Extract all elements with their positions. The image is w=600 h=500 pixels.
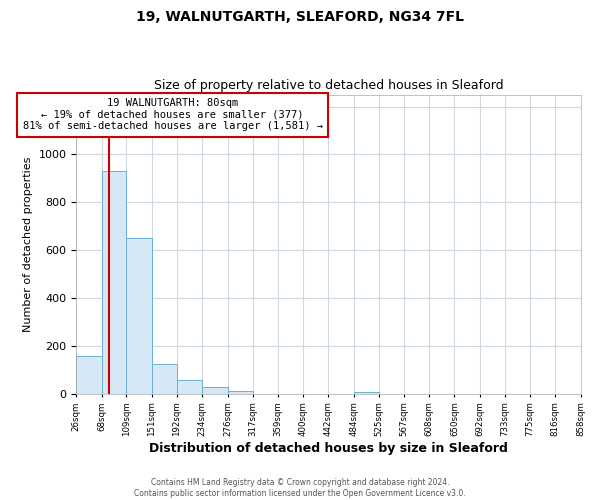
Title: Size of property relative to detached houses in Sleaford: Size of property relative to detached ho… [154, 79, 503, 92]
Text: 19 WALNUTGARTH: 80sqm
← 19% of detached houses are smaller (377)
81% of semi-det: 19 WALNUTGARTH: 80sqm ← 19% of detached … [23, 98, 323, 132]
Text: Contains HM Land Registry data © Crown copyright and database right 2024.
Contai: Contains HM Land Registry data © Crown c… [134, 478, 466, 498]
Bar [202, 387, 227, 394]
Bar [227, 391, 253, 394]
Bar [76, 356, 101, 394]
Text: 19, WALNUTGARTH, SLEAFORD, NG34 7FL: 19, WALNUTGARTH, SLEAFORD, NG34 7FL [136, 10, 464, 24]
Bar [177, 380, 202, 394]
Bar [127, 238, 152, 394]
X-axis label: Distribution of detached houses by size in Sleaford: Distribution of detached houses by size … [149, 442, 508, 455]
Bar [152, 364, 177, 394]
Y-axis label: Number of detached properties: Number of detached properties [23, 156, 33, 332]
Bar [354, 392, 379, 394]
Bar [101, 171, 127, 394]
